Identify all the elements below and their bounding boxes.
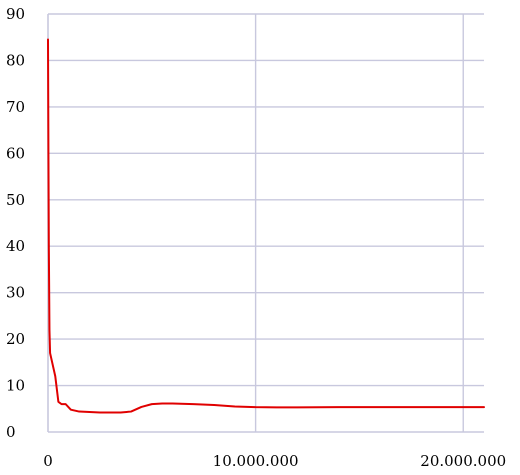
y-tick-label-20: 20	[6, 330, 25, 348]
y-tick-label-0: 0	[6, 423, 16, 441]
x-tick-label-0: 0	[43, 452, 53, 470]
y-tick-label-80: 80	[6, 51, 25, 69]
grid	[48, 13, 484, 432]
series-line-0	[47, 38, 485, 414]
y-tick-label-90: 90	[6, 5, 25, 23]
x-tick-label-10.000.000: 10.000.000	[213, 452, 299, 470]
axes	[47, 14, 484, 433]
tick-labels: 0 10 20 30 40 50 60 70 80 90 0 10.000.000 20.000.000	[6, 5, 506, 470]
y-tick-label-50: 50	[6, 191, 25, 209]
y-tick-label-10: 10	[6, 377, 25, 395]
y-tick-label-70: 70	[6, 98, 25, 116]
x-tick-label-20.000.000: 20.000.000	[420, 452, 506, 470]
y-tick-label-40: 40	[6, 237, 25, 255]
y-tick-label-60: 60	[6, 144, 25, 162]
y-tick-label-30: 30	[6, 284, 25, 302]
series-layer	[47, 38, 485, 414]
